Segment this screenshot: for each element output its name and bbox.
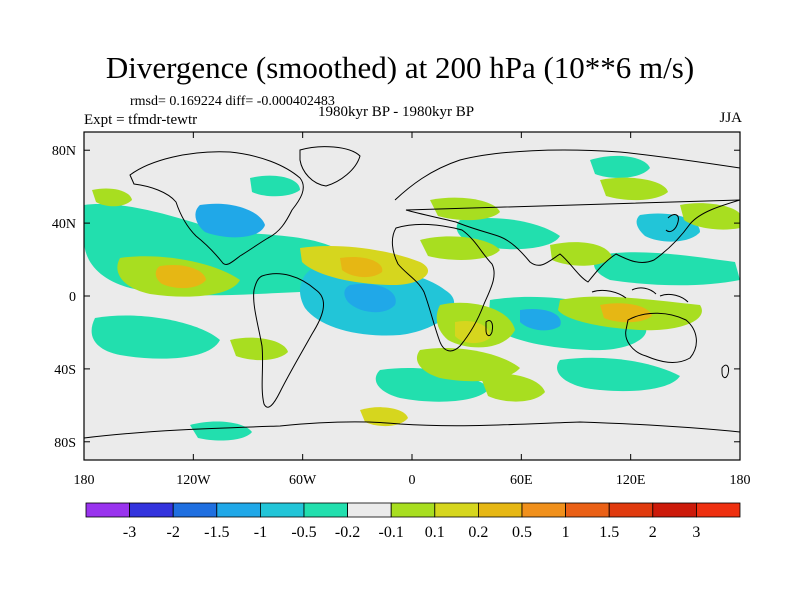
field-region [600,303,652,323]
colorbar-label: -2 [167,524,180,541]
lon-label: 180 [730,473,751,488]
colorbar-swatch [608,502,654,518]
field-region [480,373,545,402]
field-region [420,236,500,260]
coast-europe-asia [394,149,740,283]
coast-north-america [129,151,304,265]
field-region [344,283,396,313]
colorbar-swatch [696,502,741,518]
coastlines [84,146,740,439]
coast-south-america [253,273,325,408]
map-title: Divergence (smoothed) at 200 hPa (10**6 … [105,50,695,85]
colorbar-label: -1.5 [204,524,229,541]
lon-label: 60E [510,473,533,488]
coast-australia [625,312,697,363]
colorbar-label: 1 [562,524,570,541]
field-region [250,175,300,197]
stats-text: rmsd= 0.169224 diff= -0.000402483 [130,94,335,109]
coast-indonesia [591,287,689,303]
lat-label: 80S [54,436,76,451]
lon-label: 120E [616,473,646,488]
field-region [360,407,408,427]
field-region [636,213,700,242]
colorbar-swatch [347,502,392,518]
colorbar-label: 3 [692,524,700,541]
colorbar-label: -3 [123,524,136,541]
colorbar: -3 -2 -1.5 -1 -0.5 -0.2 -0.1 0.1 0.2 0.5 1 1.5 2 3 [85,502,741,541]
field-region [340,256,383,278]
field-region [520,308,561,331]
lon-label: 120W [176,473,211,488]
colorbar-swatch [652,502,697,518]
field-region [92,188,132,207]
longitude-axis: 180 120W 60W 0 60E 120E 180 [74,132,751,488]
colorbar-swatch [216,502,261,518]
lat-label: 40S [54,363,76,378]
field-region [155,264,206,289]
lat-label: 0 [69,290,76,305]
colorbar-label: -0.2 [335,524,360,541]
colorbar-label: 0.2 [468,524,488,541]
colorbar-label: 2 [649,524,657,541]
field-region [416,348,520,382]
coast-new-zealand [721,364,729,379]
map-body [83,131,741,461]
period-label: 1980kyr BP - 1980kyr BP [318,104,475,120]
field-region [455,320,491,344]
coast-japan [665,214,679,233]
colorbar-swatch [259,502,305,518]
coast-madagascar [485,319,493,337]
season-label: JJA [719,110,742,126]
field-region [91,315,220,359]
lon-label: 0 [409,473,416,488]
colorbar-swatch [129,502,174,518]
colorbar-label: -0.5 [291,524,316,541]
colorbar-swatch [434,502,479,518]
colorbar-swatch [85,502,130,518]
colorbar-label: 0.5 [512,524,532,541]
field-region [190,421,252,441]
colorbar-label: 0.1 [425,524,445,541]
colorbar-swatch [565,502,610,518]
field-region [680,203,740,230]
field-region [230,337,288,361]
colorbar-swatch [303,502,348,518]
lat-label: 80N [52,144,76,159]
field-region [430,197,500,221]
coast-africa [391,223,495,352]
colorbar-label: -0.1 [379,524,404,541]
latitude-axis: 80N 40N 0 40S 80S [52,144,740,451]
colorbar-swatch [390,502,436,518]
field-region [195,203,265,238]
colorbar-label: -1 [254,524,267,541]
lon-label: 60W [289,473,317,488]
colorbar-label: 1.5 [599,524,619,541]
field-region [557,357,680,392]
lon-label: 180 [74,473,95,488]
colorbar-swatch [521,502,566,518]
colorbar-swatch [477,502,523,518]
colorbar-swatch [172,502,218,518]
lat-label: 40N [52,217,76,232]
field-region [600,177,668,201]
experiment-label: Expt = tfmdr-tewtr [84,112,198,128]
coast-greenland [299,146,361,187]
coast-antarctica [84,421,740,439]
field-region [590,155,650,178]
